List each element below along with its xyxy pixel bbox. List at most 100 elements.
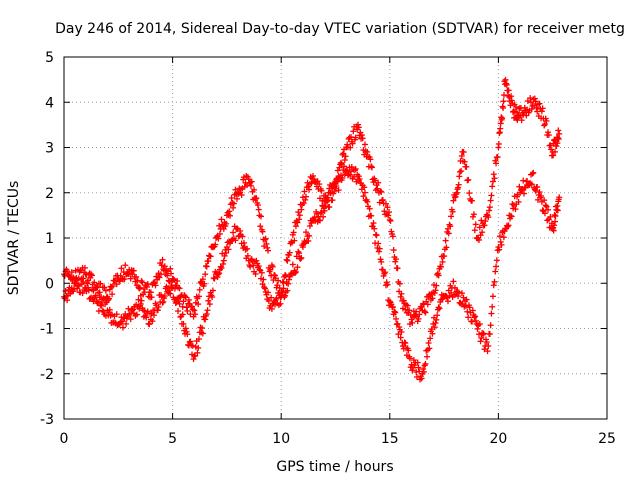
- data-point-sample: [138, 278, 145, 285]
- x-tick-label: 10: [272, 431, 290, 447]
- data-point-sample: [293, 253, 300, 260]
- data-point-sample: [406, 355, 413, 362]
- data-point-sample: [251, 186, 258, 193]
- data-point-sample: [464, 308, 471, 315]
- data-point-sample: [456, 168, 463, 175]
- data-point-sample: [420, 366, 427, 373]
- data-point-sample: [490, 282, 497, 289]
- data-point-sample: [515, 198, 522, 205]
- data-point-sample: [555, 196, 562, 203]
- data-point-sample: [349, 140, 356, 147]
- data-point-sample: [424, 301, 431, 308]
- y-tick-label: 0: [45, 276, 54, 292]
- data-point-sample: [205, 297, 212, 304]
- data-point-sample: [144, 280, 151, 287]
- data-point-sample: [122, 262, 129, 269]
- data-point-sample: [487, 322, 494, 329]
- data-point-sample: [497, 120, 504, 127]
- data-point-sample: [466, 304, 473, 311]
- data-point-sample: [553, 143, 560, 150]
- data-point-sample: [552, 213, 559, 220]
- data-point-sample: [398, 328, 405, 335]
- data-point: [484, 348, 491, 355]
- data-point: [556, 130, 563, 137]
- data-point-sample: [215, 235, 222, 242]
- data-point-sample: [455, 289, 462, 296]
- data-point-sample: [389, 304, 396, 311]
- data-point-sample: [317, 209, 324, 216]
- data-point-sample: [71, 286, 78, 293]
- data-point-sample: [406, 307, 413, 314]
- data-point-sample: [543, 117, 550, 124]
- data-point-sample: [463, 163, 470, 170]
- data-point-sample: [85, 287, 92, 294]
- data-point-sample: [416, 311, 423, 318]
- data-point-sample: [205, 258, 212, 265]
- data-point-sample: [298, 206, 305, 213]
- data-point-sample: [148, 294, 155, 301]
- data-point-sample: [113, 311, 120, 318]
- y-tick-label: 5: [45, 50, 54, 66]
- data-point-sample: [470, 211, 477, 218]
- data-point-sample: [499, 115, 506, 122]
- data-point-sample: [541, 197, 548, 204]
- ticks-layer: 0 5 10 15 20 25 -3 -2 -1 0 1 2 3 4 5: [40, 50, 616, 447]
- data-point-sample: [96, 289, 103, 296]
- data-point-sample: [368, 212, 375, 219]
- data-point-sample: [261, 236, 268, 243]
- data-point-sample: [489, 183, 496, 190]
- data-point-sample: [268, 294, 275, 301]
- data-point-sample: [137, 301, 144, 308]
- data-point-sample: [254, 202, 261, 209]
- data-point-sample: [271, 271, 278, 278]
- data-point-sample: [491, 175, 498, 182]
- x-tick-label: 0: [60, 431, 69, 447]
- data-point-sample: [479, 331, 486, 338]
- y-tick-label: -2: [40, 367, 54, 383]
- data-point-sample: [550, 227, 557, 234]
- data-point-sample: [228, 195, 235, 202]
- data-point-sample: [341, 163, 348, 170]
- data-point-sample: [356, 176, 363, 183]
- data-point-sample: [466, 190, 473, 197]
- data-point-sample: [85, 284, 92, 291]
- data-point-sample: [168, 284, 175, 291]
- data-point-sample: [382, 200, 389, 207]
- data-point-sample: [199, 276, 206, 283]
- data-point-sample: [282, 272, 289, 279]
- data-point-sample: [481, 346, 488, 353]
- data-point-sample: [395, 331, 402, 338]
- data-point-sample: [496, 233, 503, 240]
- data-point: [202, 271, 209, 278]
- data-point-sample: [216, 222, 223, 229]
- data-point-sample: [508, 213, 515, 220]
- data-point-sample: [73, 274, 80, 281]
- data-point-sample: [227, 212, 234, 219]
- data-point-sample: [433, 282, 440, 289]
- data-point-sample: [361, 189, 368, 196]
- data-point-sample: [542, 202, 549, 209]
- data-point-sample: [296, 216, 303, 223]
- data-point-sample: [518, 117, 525, 124]
- data-point-sample: [496, 246, 503, 253]
- data-point-sample: [547, 213, 554, 220]
- y-tick-label: 4: [45, 95, 54, 111]
- data-point-sample: [279, 278, 286, 285]
- data-point-sample: [500, 92, 507, 99]
- data-point-sample: [285, 276, 292, 283]
- data-point-sample: [113, 281, 120, 288]
- data-point-sample: [300, 200, 307, 207]
- data-point-sample: [239, 233, 246, 240]
- data-point-sample: [492, 268, 499, 275]
- data-point-sample: [447, 223, 454, 230]
- data-point-sample: [167, 290, 174, 297]
- data-point-sample: [497, 238, 504, 245]
- data-point-sample: [471, 314, 478, 321]
- data-point-sample: [285, 280, 292, 287]
- data-point-sample: [284, 287, 291, 294]
- y-axis-label: SDTVAR / TECUs: [6, 181, 22, 296]
- data-point-sample: [364, 198, 371, 205]
- data-point-sample: [109, 283, 116, 290]
- data-point-sample: [155, 303, 162, 310]
